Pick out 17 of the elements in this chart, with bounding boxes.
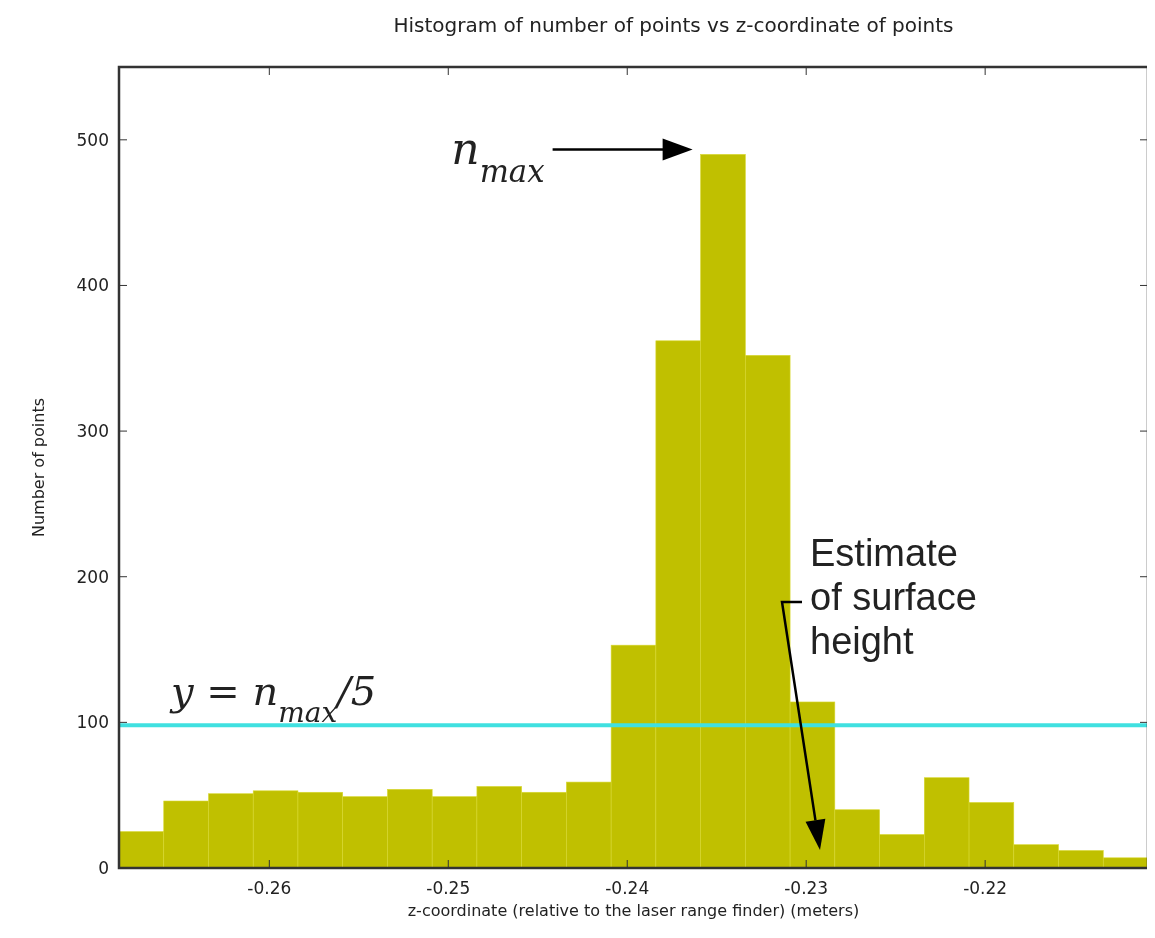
x-tick-label: -0.25 (426, 878, 471, 898)
ref-line-label: y = n$_{max}$/5 (169, 668, 377, 729)
y-tick-label: 0 (98, 858, 109, 878)
y-tick-label: 500 (76, 129, 109, 150)
y-tick-label: 100 (76, 712, 109, 733)
chart-title: Histogram of number of points vs z-coordinate of points (393, 13, 954, 37)
y-tick-label: 400 (76, 275, 109, 296)
y-axis-title: Number of points (29, 397, 48, 538)
annotation: Estimate of surface height (810, 532, 977, 662)
y-tick-label: 200 (76, 566, 109, 587)
x-tick-label: -0.26 (247, 878, 292, 898)
y-tick-label: 300 (76, 421, 109, 442)
x-tick-label: -0.22 (963, 878, 1008, 898)
x-tick-label: -0.24 (605, 878, 650, 898)
annotation: n$_{max}$ (451, 123, 545, 190)
x-axis-title: z-coordinate (relative to the laser range finder) (meters) (407, 901, 860, 920)
x-tick-label: -0.23 (784, 878, 829, 898)
